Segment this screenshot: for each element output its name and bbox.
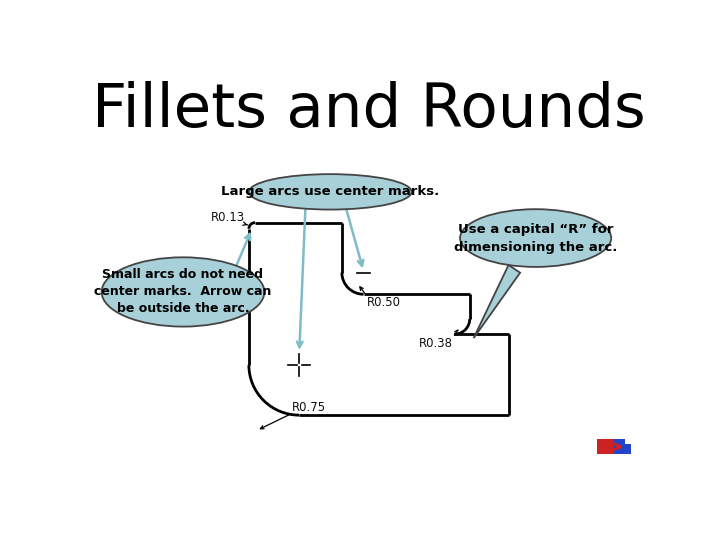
Text: R0.50: R0.50 bbox=[366, 296, 400, 309]
Text: R0.75: R0.75 bbox=[292, 401, 325, 414]
Ellipse shape bbox=[460, 209, 611, 267]
Bar bbox=[614, 439, 625, 444]
Text: Small arcs do not need
center marks.  Arrow can
be outside the arc.: Small arcs do not need center marks. Arr… bbox=[94, 268, 271, 315]
Bar bbox=[597, 439, 614, 455]
Bar bbox=[614, 444, 631, 455]
Ellipse shape bbox=[249, 174, 412, 210]
Ellipse shape bbox=[102, 257, 264, 327]
Text: R0.13: R0.13 bbox=[211, 211, 245, 224]
Text: Use a capital “R” for
dimensioning the arc.: Use a capital “R” for dimensioning the a… bbox=[454, 222, 617, 254]
Polygon shape bbox=[474, 265, 520, 338]
Text: R0.38: R0.38 bbox=[419, 338, 453, 350]
Text: Fillets and Rounds: Fillets and Rounds bbox=[92, 82, 646, 140]
Text: Large arcs use center marks.: Large arcs use center marks. bbox=[221, 185, 439, 198]
